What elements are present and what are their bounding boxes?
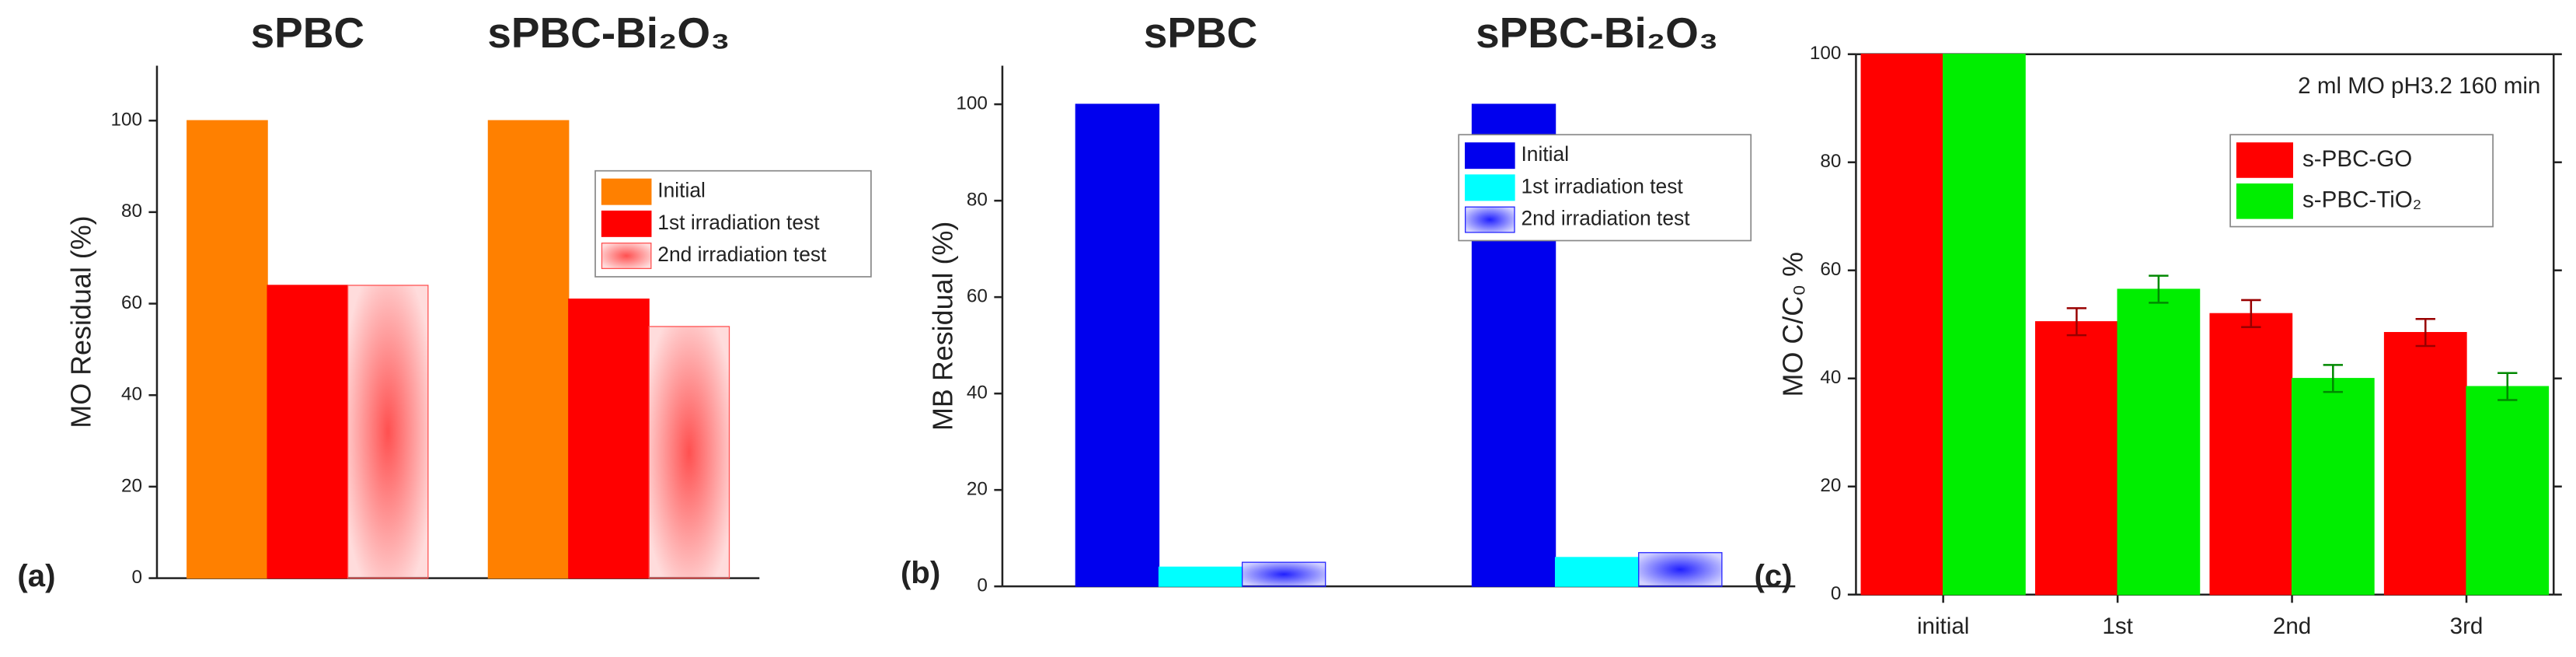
- y-tick-label: 100: [956, 93, 988, 114]
- x-tick-label: initial: [1917, 613, 1969, 639]
- y-tick-label: 20: [121, 475, 142, 496]
- bar: [1075, 103, 1160, 587]
- y-tick-label: 80: [967, 190, 988, 211]
- y-tick-label: 20: [1820, 475, 1841, 496]
- error-bar: [2415, 318, 2435, 348]
- bar: [186, 120, 268, 579]
- legend-swatch: [601, 178, 652, 205]
- error-bar: [2066, 307, 2087, 337]
- bar: [2117, 288, 2201, 596]
- y-tick-label: 0: [977, 575, 988, 596]
- category-label: sPBC: [251, 9, 364, 57]
- bar: [1158, 566, 1243, 587]
- bar: [2034, 321, 2118, 596]
- x-tick-label: 1st: [2102, 613, 2132, 639]
- legend-label: Initial: [1521, 142, 1569, 166]
- category-label: sPBC: [1144, 9, 1257, 57]
- y-tick-label: 100: [1810, 43, 1842, 64]
- bar: [2291, 378, 2375, 596]
- bar: [2383, 332, 2467, 596]
- legend-label: s-PBC-GO: [2302, 146, 2412, 172]
- bar: [568, 298, 650, 579]
- bar: [1241, 561, 1326, 587]
- legend-label: s-PBC-TiO₂: [2302, 187, 2421, 213]
- y-tick-label: 0: [131, 567, 142, 588]
- panel-label: (c): [1754, 558, 1792, 593]
- y-axis-label: MB Residual (%): [926, 222, 958, 431]
- legend-swatch: [601, 210, 652, 237]
- bar: [347, 285, 429, 579]
- error-bar: [2241, 299, 2261, 328]
- bar: [487, 120, 570, 579]
- annotation: 2 ml MO pH3.2 160 min: [2298, 73, 2540, 99]
- y-tick-label: 60: [967, 286, 988, 307]
- y-axis-label: MO C/C₀ %: [1777, 252, 1809, 397]
- bar: [1943, 54, 2026, 596]
- legend-label: 2nd irradiation test: [1521, 207, 1690, 230]
- bar: [2466, 386, 2550, 596]
- error-bar: [2498, 372, 2518, 401]
- legend-swatch: [601, 243, 652, 270]
- legend-swatch: [2236, 142, 2293, 178]
- x-tick-label: 3rd: [2450, 613, 2484, 639]
- y-tick-label: 100: [110, 110, 142, 131]
- y-tick-label: 40: [1820, 367, 1841, 388]
- legend-swatch: [1465, 206, 1515, 233]
- legend-swatch: [1465, 174, 1515, 201]
- bar: [1554, 557, 1640, 587]
- legend-label: Initial: [657, 179, 706, 202]
- bar: [648, 326, 730, 579]
- category-label: sPBC-Bi₂O₃: [1476, 9, 1718, 57]
- legend-swatch: [2236, 183, 2293, 219]
- y-tick-label: 80: [121, 201, 142, 222]
- y-tick-label: 40: [121, 384, 142, 405]
- error-bar: [2323, 364, 2343, 393]
- y-tick-label: 80: [1820, 151, 1841, 172]
- legend-swatch: [1465, 142, 1515, 169]
- y-tick-label: 20: [967, 479, 988, 500]
- bar: [2209, 313, 2293, 596]
- bar: [267, 285, 349, 579]
- y-tick-label: 40: [967, 383, 988, 404]
- panel-label: (b): [901, 555, 940, 590]
- category-label: sPBC-Bi₂O₃: [487, 9, 730, 57]
- panel-label: (a): [17, 558, 55, 593]
- bar: [1860, 54, 1944, 596]
- error-bar: [2149, 274, 2169, 304]
- legend-label: 1st irradiation test: [1521, 174, 1683, 197]
- legend-label: 2nd irradiation test: [657, 243, 827, 266]
- y-tick-label: 60: [1820, 259, 1841, 280]
- y-tick-label: 0: [1831, 583, 1842, 604]
- y-tick-label: 60: [121, 292, 142, 313]
- x-tick-label: 2nd: [2273, 613, 2311, 639]
- legend-label: 1st irradiation test: [657, 211, 820, 234]
- bar: [1638, 552, 1723, 587]
- y-axis-label: MO Residual (%): [64, 215, 96, 428]
